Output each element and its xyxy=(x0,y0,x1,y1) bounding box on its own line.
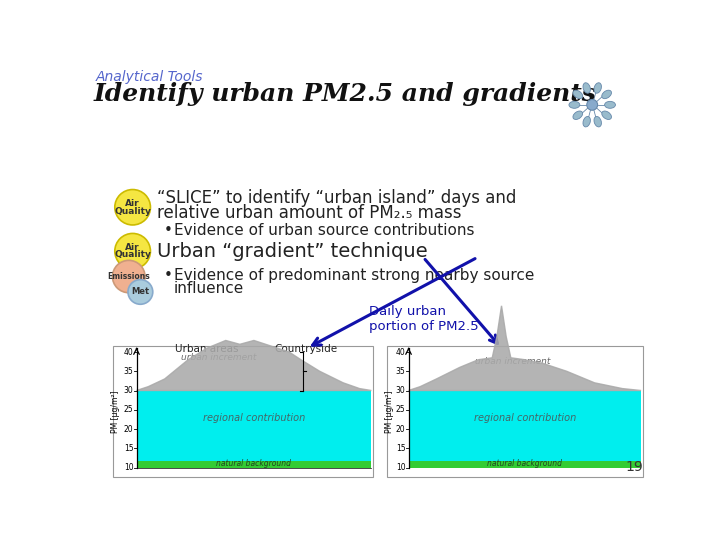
Bar xyxy=(387,346,642,477)
Ellipse shape xyxy=(605,102,616,109)
Ellipse shape xyxy=(583,83,590,93)
Text: 15: 15 xyxy=(124,444,133,453)
Text: 35: 35 xyxy=(396,367,405,376)
Polygon shape xyxy=(137,340,372,390)
Text: 35: 35 xyxy=(124,367,133,376)
Text: Air: Air xyxy=(125,199,140,208)
Text: Identify urban PM2.5 and gradients: Identify urban PM2.5 and gradients xyxy=(94,82,597,106)
Bar xyxy=(408,461,641,468)
Circle shape xyxy=(587,99,598,110)
Text: 30: 30 xyxy=(124,386,133,395)
Text: 25: 25 xyxy=(396,405,405,414)
Text: PM [µg/m²]: PM [µg/m²] xyxy=(111,390,120,433)
Ellipse shape xyxy=(583,117,590,127)
Text: regional contribution: regional contribution xyxy=(474,413,576,423)
Bar xyxy=(408,390,641,468)
Text: Evidence of predominant strong nearby source: Evidence of predominant strong nearby so… xyxy=(174,267,534,282)
Text: Analytical Tools: Analytical Tools xyxy=(96,70,204,84)
Text: 20: 20 xyxy=(396,424,405,434)
Text: Urban areas: Urban areas xyxy=(175,344,239,354)
Text: Air: Air xyxy=(125,243,140,252)
Circle shape xyxy=(112,260,145,293)
Text: Emissions: Emissions xyxy=(107,272,150,281)
Text: urban increment: urban increment xyxy=(181,353,256,362)
Circle shape xyxy=(114,233,150,269)
Text: Urban “gradient” technique: Urban “gradient” technique xyxy=(158,241,428,261)
Text: 30: 30 xyxy=(396,386,405,395)
Text: Quality: Quality xyxy=(114,207,151,215)
Text: natural background: natural background xyxy=(217,459,292,468)
Circle shape xyxy=(128,280,153,304)
Ellipse shape xyxy=(569,102,580,109)
Ellipse shape xyxy=(594,117,601,127)
Text: 40: 40 xyxy=(124,348,133,356)
Text: “SLICE” to identify “urban island” days and: “SLICE” to identify “urban island” days … xyxy=(158,189,517,207)
Text: natural background: natural background xyxy=(487,459,562,468)
Text: urban increment: urban increment xyxy=(475,356,551,366)
Text: 10: 10 xyxy=(396,463,405,472)
Bar xyxy=(113,346,373,477)
Circle shape xyxy=(114,190,150,225)
Text: Countryside: Countryside xyxy=(274,344,337,354)
Text: Met: Met xyxy=(131,287,150,296)
Text: relative urban amount of PM₂.₅ mass: relative urban amount of PM₂.₅ mass xyxy=(158,204,462,221)
Ellipse shape xyxy=(602,90,611,99)
Text: 10: 10 xyxy=(124,463,133,472)
Polygon shape xyxy=(408,306,641,390)
Text: Daily urban
portion of PM2.5: Daily urban portion of PM2.5 xyxy=(369,305,479,333)
Text: •: • xyxy=(163,267,173,282)
Ellipse shape xyxy=(602,111,611,119)
Ellipse shape xyxy=(573,90,582,99)
Text: influence: influence xyxy=(174,281,244,296)
Text: 25: 25 xyxy=(124,405,133,414)
Bar xyxy=(137,461,372,468)
Text: 19: 19 xyxy=(626,461,644,475)
Text: regional contribution: regional contribution xyxy=(203,413,305,423)
Text: Evidence of urban source contributions: Evidence of urban source contributions xyxy=(174,223,474,238)
Text: 40: 40 xyxy=(396,348,405,356)
Ellipse shape xyxy=(573,111,582,119)
Bar xyxy=(137,390,372,468)
Text: PM [µg/m²]: PM [µg/m²] xyxy=(384,390,394,433)
Ellipse shape xyxy=(594,83,601,93)
Text: 20: 20 xyxy=(124,424,133,434)
Text: •: • xyxy=(163,223,173,238)
Text: Quality: Quality xyxy=(114,251,151,260)
Text: 15: 15 xyxy=(396,444,405,453)
